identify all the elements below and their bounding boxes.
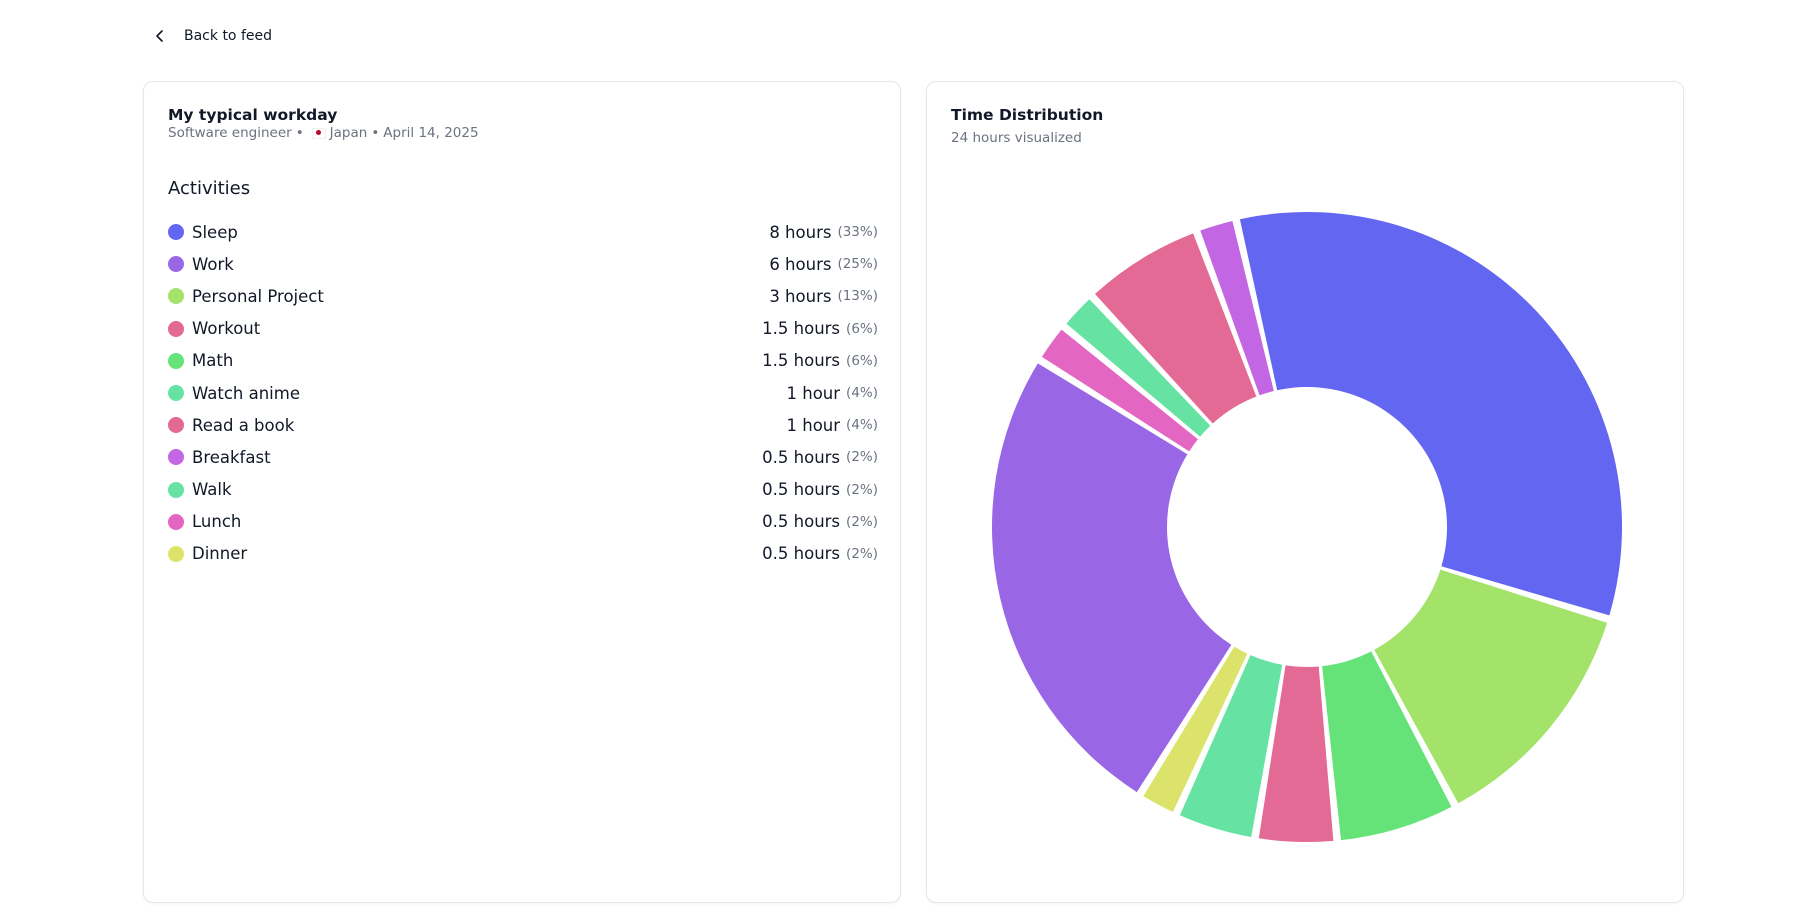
color-dot xyxy=(168,545,184,562)
meta-separator: • xyxy=(295,125,304,141)
activity-item-personal-project: Personal Project 3 hours (13%) xyxy=(168,280,878,312)
slice-personal-project[interactable] xyxy=(1374,569,1608,804)
activity-name: Breakfast xyxy=(192,447,271,467)
activity-duration: 0.5 hours xyxy=(762,480,841,500)
slice-read-a-book[interactable] xyxy=(1258,665,1334,843)
slice-work[interactable] xyxy=(992,363,1232,793)
slice-dinner[interactable] xyxy=(1143,646,1248,813)
activity-duration: 8 hours xyxy=(769,222,832,242)
activity-percent: (13%) xyxy=(837,288,878,305)
slice-lunch[interactable] xyxy=(1041,329,1198,452)
activity-percent: (4%) xyxy=(846,385,878,402)
color-dot xyxy=(168,513,184,530)
activity-duration: 6 hours xyxy=(769,254,832,274)
activity-duration: 0.5 hours xyxy=(762,512,841,532)
donut-chart xyxy=(992,211,1622,843)
slice-breakfast[interactable] xyxy=(1200,220,1274,396)
color-dot xyxy=(168,352,184,369)
activity-name: Dinner xyxy=(192,544,248,564)
activity-item-sleep: Sleep 8 hours (33%) xyxy=(168,216,878,248)
post-date: April 14, 2025 xyxy=(383,125,479,141)
slice-watch-anime[interactable] xyxy=(1179,655,1283,838)
activity-item-workout: Workout 1.5 hours (6%) xyxy=(168,313,878,345)
activity-item-lunch: Lunch 0.5 hours (2%) xyxy=(168,506,878,538)
activity-percent: (25%) xyxy=(837,256,878,273)
activity-item-watch-anime: Watch anime 1 hour (4%) xyxy=(168,377,878,409)
color-dot xyxy=(168,449,184,466)
color-dot xyxy=(168,320,184,337)
distribution-title: Time Distribution xyxy=(951,106,1104,124)
activity-item-read-a-book: Read a book 1 hour (4%) xyxy=(168,409,878,441)
activity-duration: 1.5 hours xyxy=(762,351,841,371)
chevron-left-icon xyxy=(156,30,163,42)
activity-item-walk: Walk 0.5 hours (2%) xyxy=(168,474,878,506)
activity-name: Math xyxy=(192,351,234,371)
occupation: Software engineer xyxy=(168,125,292,141)
activity-item-breakfast: Breakfast 0.5 hours (2%) xyxy=(168,441,878,473)
activity-name: Lunch xyxy=(192,512,242,532)
color-dot xyxy=(168,385,184,402)
activity-percent: (2%) xyxy=(846,449,878,466)
color-dot xyxy=(168,256,184,273)
activity-duration: 0.5 hours xyxy=(762,544,841,564)
activity-name: Work xyxy=(192,254,234,274)
activities-heading: Activities xyxy=(168,178,251,199)
color-dot xyxy=(168,224,184,241)
activity-duration: 3 hours xyxy=(769,286,832,306)
activity-percent: (2%) xyxy=(846,513,878,530)
activities-card: My typical workday Software engineer • J… xyxy=(143,81,901,903)
color-dot xyxy=(168,481,184,498)
color-dot xyxy=(168,417,184,434)
time-distribution-card: Time Distribution 24 hours visualized xyxy=(926,81,1684,903)
workday-title: My typical workday xyxy=(168,106,338,124)
color-dot xyxy=(168,288,184,305)
activity-percent: (4%) xyxy=(846,417,878,434)
meta-separator: • xyxy=(371,125,380,141)
activity-duration: 1.5 hours xyxy=(762,319,841,339)
activity-name: Walk xyxy=(192,480,232,500)
activity-item-work: Work 6 hours (25%) xyxy=(168,248,878,280)
slice-sleep[interactable] xyxy=(1239,211,1622,616)
activity-duration: 0.5 hours xyxy=(762,447,841,467)
distribution-subtitle: 24 hours visualized xyxy=(951,130,1082,146)
activity-name: Watch anime xyxy=(192,383,300,403)
activity-item-math: Math 1.5 hours (6%) xyxy=(168,345,878,377)
activity-name: Workout xyxy=(192,319,261,339)
activity-percent: (6%) xyxy=(846,352,878,369)
activity-percent: (2%) xyxy=(846,545,878,562)
activity-percent: (33%) xyxy=(837,224,878,241)
back-to-feed-link[interactable]: Back to feed xyxy=(154,28,272,44)
country: Japan xyxy=(329,125,368,141)
activity-item-dinner: Dinner 0.5 hours (2%) xyxy=(168,538,878,570)
back-to-feed-label: Back to feed xyxy=(184,28,272,44)
slice-workout[interactable] xyxy=(1095,233,1257,424)
activity-name: Read a book xyxy=(192,415,295,435)
activity-percent: (2%) xyxy=(846,481,878,498)
slice-math[interactable] xyxy=(1322,651,1452,841)
activity-duration: 1 hour xyxy=(786,415,841,435)
activity-percent: (6%) xyxy=(846,320,878,337)
japan-flag-icon xyxy=(311,127,326,139)
activity-name: Sleep xyxy=(192,222,238,242)
slice-walk[interactable] xyxy=(1066,299,1211,437)
activity-duration: 1 hour xyxy=(786,383,841,403)
activity-list: Sleep 8 hours (33%) Work 6 hours (25%) Persona… xyxy=(168,216,878,570)
activity-name: Personal Project xyxy=(192,286,324,306)
workday-meta: Software engineer • Japan • April 14, 20… xyxy=(168,125,479,141)
